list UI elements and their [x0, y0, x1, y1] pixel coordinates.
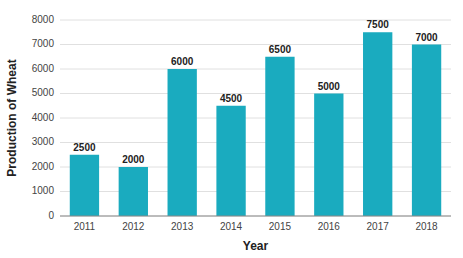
x-tick-label: 2012 [122, 221, 145, 232]
bar [412, 45, 441, 217]
x-tick-label: 2015 [269, 221, 292, 232]
data-label: 7500 [367, 19, 390, 30]
data-label: 6500 [269, 44, 292, 55]
x-ticks: 2011 2012 2013 2014 2015 2016 2017 2018 [74, 221, 438, 232]
x-tick-label: 2016 [318, 221, 341, 232]
y-tick-label: 7000 [32, 38, 55, 49]
data-labels: 2500 2000 6000 4500 6500 5000 7500 7000 [73, 19, 438, 165]
data-label: 5000 [318, 81, 341, 92]
data-label: 2500 [73, 142, 96, 153]
y-tick-label: 6000 [32, 63, 55, 74]
y-tick-label: 3000 [32, 136, 55, 147]
bar [314, 94, 343, 217]
bar [119, 167, 148, 216]
y-tick-label: 2000 [32, 161, 55, 172]
data-label: 7000 [415, 32, 438, 43]
bar [265, 57, 294, 216]
x-tick-label: 2011 [74, 221, 96, 232]
bars [70, 32, 441, 216]
x-tick-label: 2017 [367, 221, 390, 232]
x-tick-label: 2014 [220, 221, 243, 232]
x-axis-line [60, 216, 451, 217]
data-label: 6000 [171, 56, 194, 67]
chart-container: 0 1000 2000 3000 4000 5000 6000 7000 8000 2500 200… [0, 0, 463, 258]
x-axis-label: Year [243, 239, 269, 253]
y-tick-label: 0 [48, 210, 54, 221]
y-grid [60, 20, 451, 216]
x-tick-label: 2018 [415, 221, 438, 232]
y-tick-label: 8000 [32, 14, 55, 25]
grid-line [60, 216, 451, 217]
grid-line [60, 20, 451, 21]
y-tick-label: 1000 [32, 185, 55, 196]
y-tick-label: 5000 [32, 87, 55, 98]
bar [168, 69, 197, 216]
data-label: 4500 [220, 93, 243, 104]
y-axis-label: Production of Wheat [5, 59, 19, 176]
chart-svg: 0 1000 2000 3000 4000 5000 6000 7000 8000 2500 200… [0, 0, 463, 258]
y-ticks: 0 1000 2000 3000 4000 5000 6000 7000 8000 [32, 14, 55, 221]
data-label: 2000 [122, 154, 145, 165]
y-tick-label: 4000 [32, 112, 55, 123]
x-tick-label: 2013 [171, 221, 194, 232]
bar [70, 155, 99, 216]
bar [216, 106, 245, 216]
bar [363, 32, 392, 216]
